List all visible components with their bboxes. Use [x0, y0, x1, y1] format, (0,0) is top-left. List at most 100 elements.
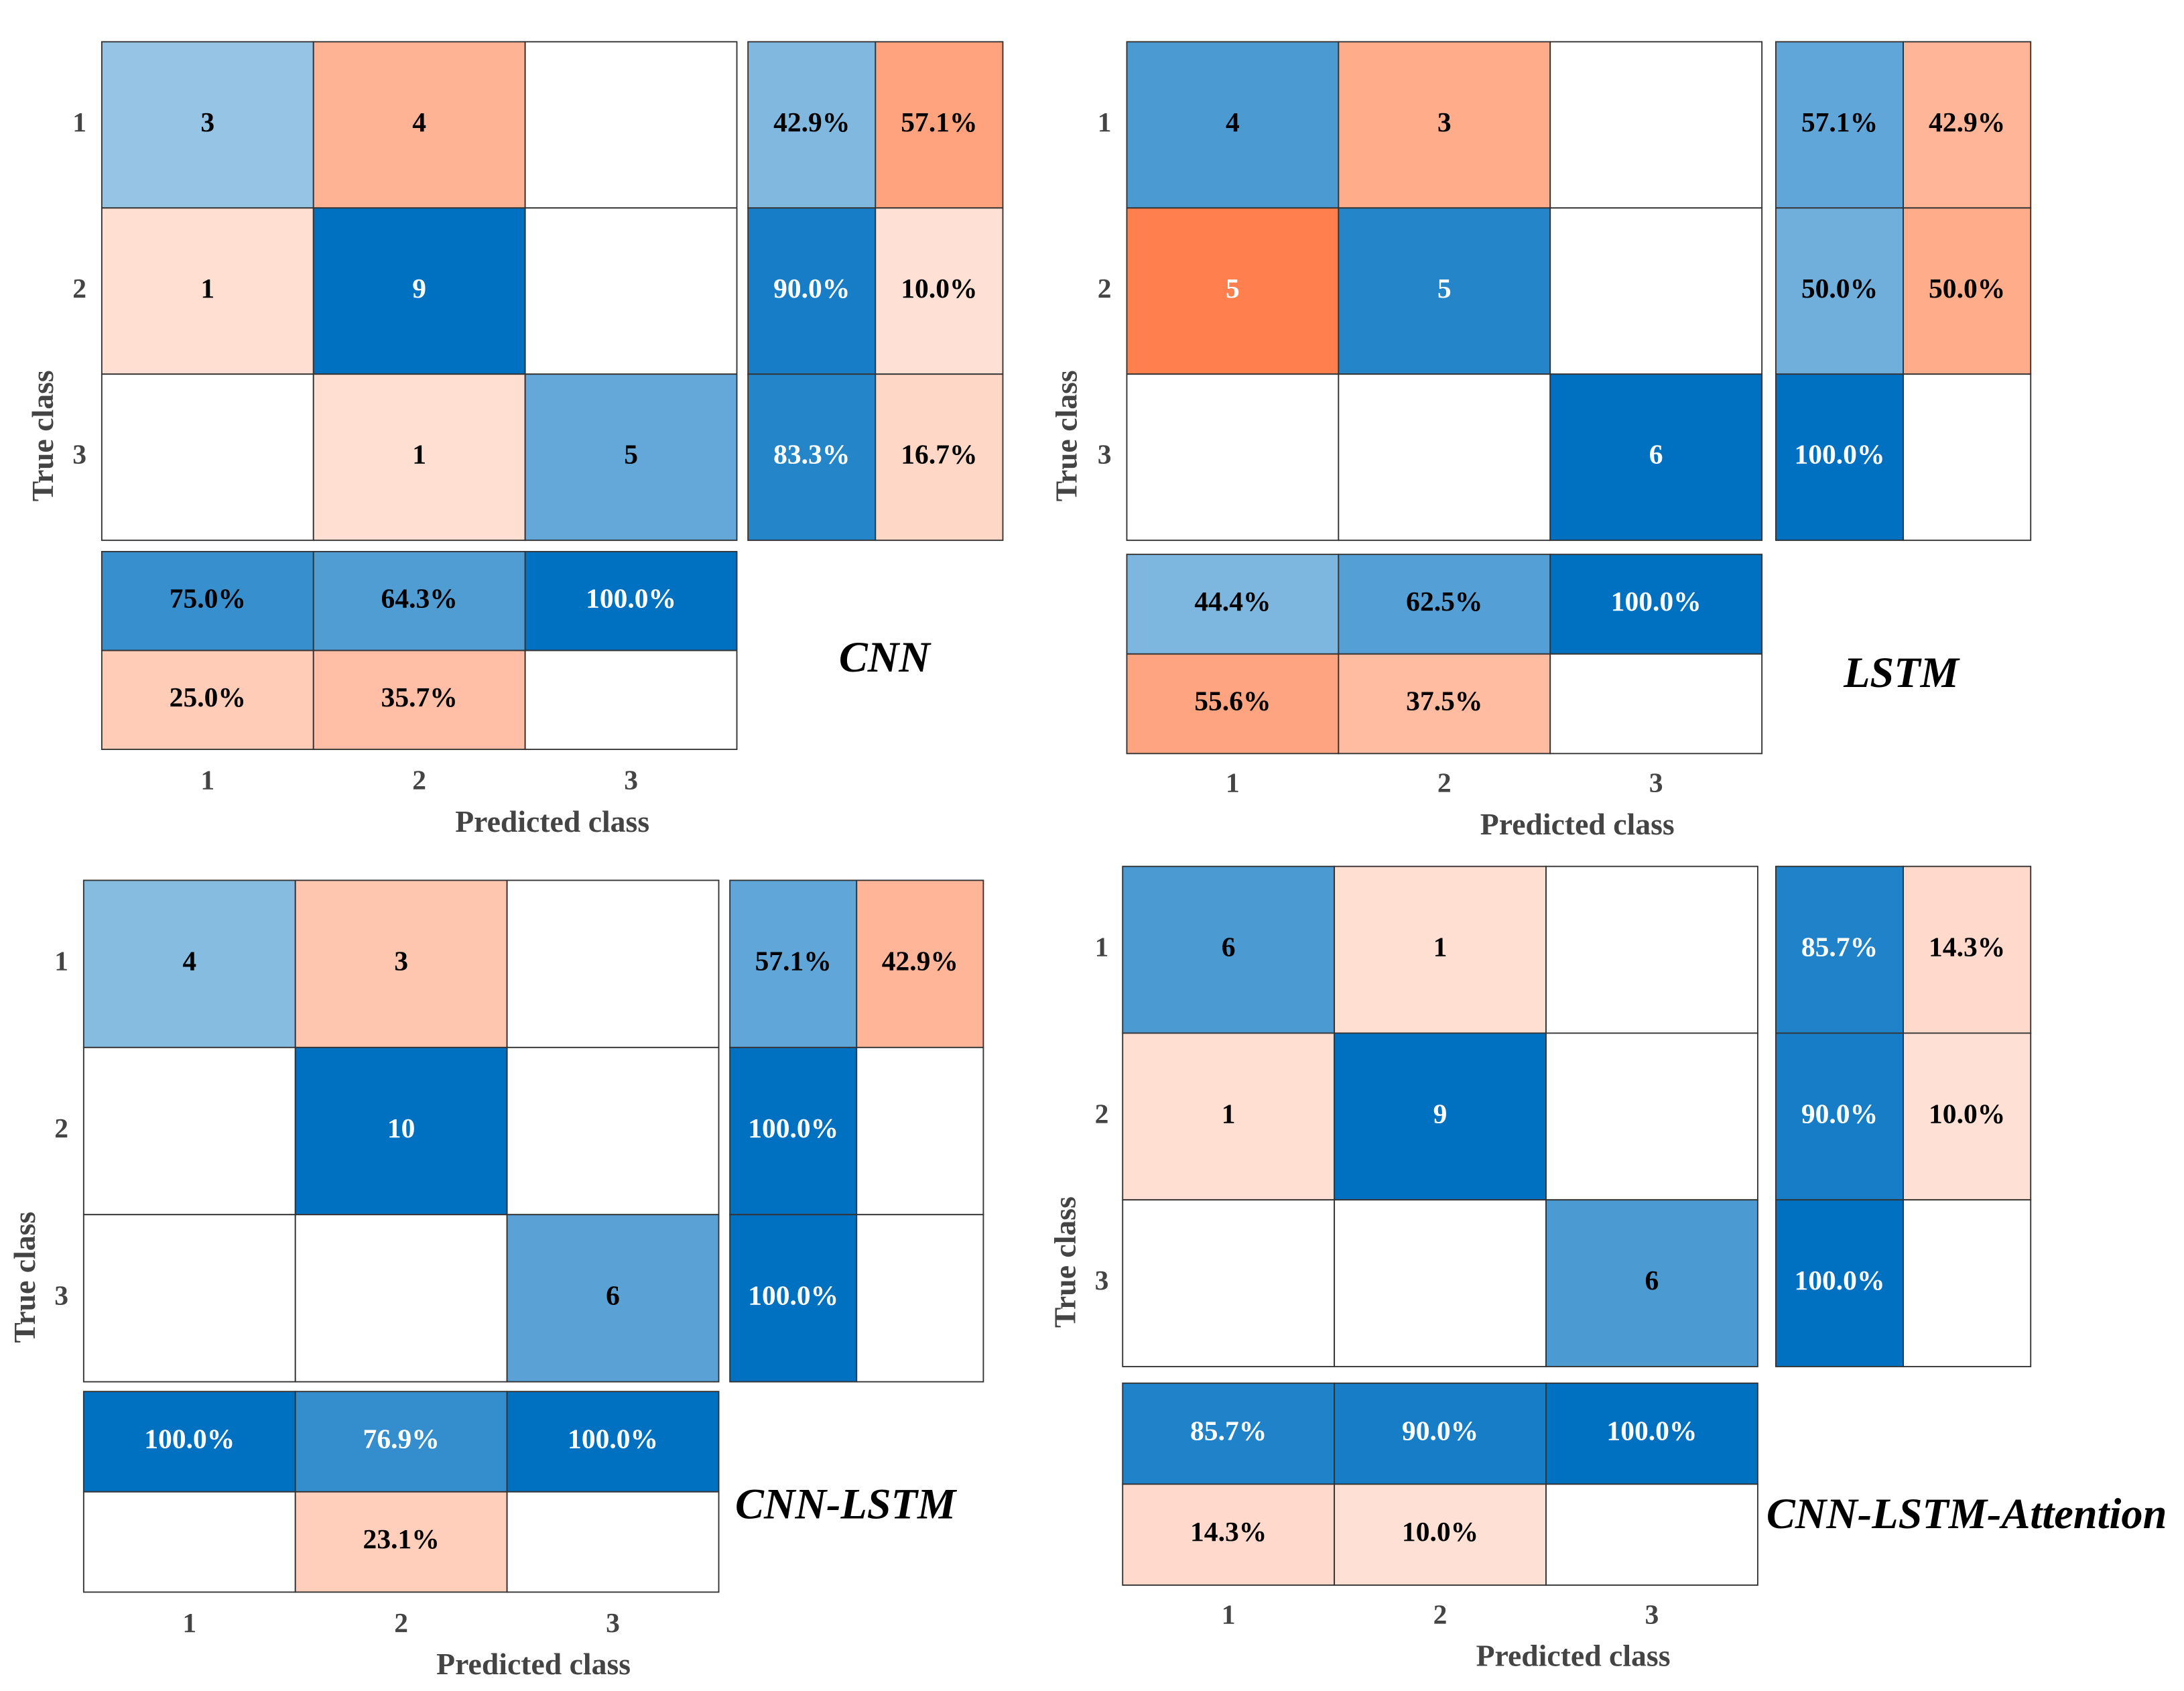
empty-cell: [1545, 1032, 1758, 1201]
cell: [1775, 1199, 1905, 1367]
x-axis-label: Predicted class: [455, 804, 649, 838]
empty-cell: [524, 649, 738, 751]
empty-cell: [1549, 41, 1763, 209]
cell: [1903, 41, 2032, 209]
cell-label: 1: [1222, 1098, 1236, 1129]
cell-label: 55.6%: [1194, 686, 1271, 716]
empty-cell: [1549, 653, 1763, 755]
cell: [1338, 554, 1551, 655]
cell-label: 1: [412, 439, 426, 470]
cell-label: 9: [1433, 1098, 1448, 1129]
cell-label: 6: [1222, 932, 1236, 962]
cell-label: 3: [1437, 107, 1452, 137]
empty-cell: [1338, 373, 1551, 542]
x-tick-label: 2: [412, 765, 426, 796]
empty-cell: [506, 879, 720, 1048]
empty-cell: [856, 1214, 984, 1383]
y-tick-label: 1: [72, 107, 86, 137]
cell-label: 37.5%: [1406, 686, 1482, 716]
x-tick-label: 3: [606, 1607, 620, 1638]
panel-title: CNN: [839, 633, 932, 681]
empty-cell: [524, 207, 738, 375]
cell-label: 90.0%: [1801, 1098, 1878, 1129]
y-tick-label: 2: [1095, 1098, 1109, 1129]
x-axis-label: Predicted class: [1476, 1639, 1671, 1673]
cell-label: 57.1%: [901, 107, 977, 137]
cell-label: 75.0%: [170, 582, 246, 613]
cell-label: 90.0%: [773, 273, 850, 304]
cell: [875, 41, 1004, 209]
empty-cell: [101, 373, 314, 542]
panel: 4 3 10 6 57.1% 42.9% 100.0% 100.0% 100.0% 76.9% 10…: [7, 879, 984, 1681]
cell-label: 4: [182, 946, 196, 977]
empty-cell: [856, 1046, 984, 1216]
cell-label: 50.0%: [1929, 273, 2005, 304]
cell-label: 23.1%: [363, 1523, 440, 1554]
cell: [1122, 1382, 1336, 1485]
cell-label: 14.3%: [1929, 932, 2005, 962]
cell: [1126, 554, 1340, 655]
cell-label: 100.0%: [748, 1113, 838, 1143]
cell: [1775, 865, 1905, 1034]
cell: [1903, 865, 2032, 1034]
cell-label: 57.1%: [1801, 107, 1878, 137]
x-tick-label: 2: [394, 1607, 408, 1638]
y-tick-label: 3: [1098, 439, 1112, 470]
cell: [312, 207, 526, 375]
empty-cell: [506, 1491, 720, 1593]
cell-label: 16.7%: [901, 439, 977, 470]
cell: [1126, 653, 1340, 755]
cell-label: 100.0%: [1794, 1265, 1884, 1296]
cell: [1334, 865, 1547, 1034]
x-tick-label: 3: [1645, 1599, 1659, 1629]
cell: [1545, 1199, 1758, 1367]
cell: [856, 879, 984, 1048]
empty-cell: [1903, 1199, 2032, 1367]
cell-label: 14.3%: [1190, 1516, 1267, 1547]
y-axis-label: True class: [1049, 370, 1084, 501]
cell: [1549, 554, 1763, 655]
panel: 3 4 1 9 1 5 42.9% 57.1% 90.0% 10.0% 83.3% 16.7% 75.0…: [25, 41, 1004, 838]
empty-cell: [1122, 1199, 1336, 1367]
cell-label: 62.5%: [1406, 586, 1482, 617]
cell-label: 3: [394, 946, 408, 977]
cell: [312, 41, 526, 209]
empty-cell: [1545, 865, 1758, 1034]
cell-label: 1: [200, 273, 214, 304]
cell-label: 3: [200, 107, 214, 137]
cell-label: 42.9%: [882, 946, 958, 977]
panel-title: CNN-LSTM-Attention: [1767, 1490, 2167, 1538]
cell: [729, 879, 858, 1048]
y-tick-label: 1: [1098, 107, 1112, 137]
cell-label: 57.1%: [755, 946, 832, 977]
cell: [1545, 1382, 1758, 1485]
cell: [101, 649, 314, 751]
y-axis-label: True class: [7, 1212, 42, 1343]
x-tick-label: 3: [624, 765, 638, 796]
empty-cell: [1334, 1199, 1547, 1367]
cell-label: 44.4%: [1194, 586, 1271, 617]
panel-title: LSTM: [1843, 649, 1961, 696]
cell-label: 5: [624, 439, 638, 470]
cell: [312, 551, 526, 651]
cell: [294, 1046, 508, 1216]
y-tick-label: 3: [72, 439, 86, 470]
empty-cell: [1545, 1483, 1758, 1586]
cell-label: 42.9%: [1929, 107, 2005, 137]
cell-label: 76.9%: [363, 1424, 440, 1454]
cell: [1334, 1382, 1547, 1485]
cell: [729, 1046, 858, 1216]
cell: [312, 649, 526, 751]
cell: [1334, 1032, 1547, 1201]
x-tick-label: 3: [1649, 767, 1663, 798]
cell-label: 25.0%: [170, 682, 246, 712]
empty-cell: [506, 1046, 720, 1216]
cell-label: 10.0%: [1929, 1098, 2005, 1129]
empty-cell: [82, 1491, 296, 1593]
cell: [506, 1214, 720, 1383]
x-tick-label: 1: [1222, 1599, 1236, 1629]
cell: [1122, 1032, 1336, 1201]
cell-label: 50.0%: [1801, 273, 1878, 304]
empty-cell: [1549, 207, 1763, 375]
